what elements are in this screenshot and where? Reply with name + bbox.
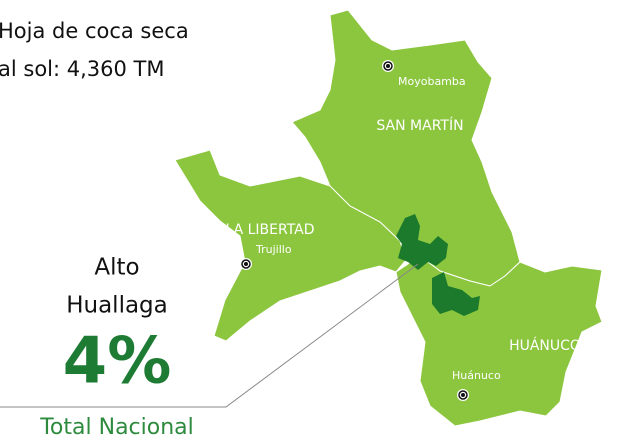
callout-text: Huallaga [66,293,168,319]
city-label: Huánuco [452,369,501,382]
leader-line [0,263,419,408]
map: SAN MARTÍN LA LIBERTAD HUÁNUCO Moyobamba… [174,9,603,427]
city-label: Moyobamba [398,75,466,88]
coca-zone [432,272,480,316]
region-label: LA LIBERTAD [225,222,314,238]
marker [382,60,394,72]
coca-zone [396,214,448,270]
callout-text: Alto [94,255,139,281]
marker [457,389,469,401]
share-value: 4% [63,325,172,399]
share-caption: Total Nacional [39,415,194,440]
header-text: al sol: 4,360 TM [0,57,165,81]
header-text: Hoja de coca seca [0,19,189,43]
marker [240,258,252,270]
city-label: Trujillo [255,243,292,256]
region-label: SAN MARTÍN [376,117,463,134]
region-label: HUÁNUCO [509,337,581,354]
